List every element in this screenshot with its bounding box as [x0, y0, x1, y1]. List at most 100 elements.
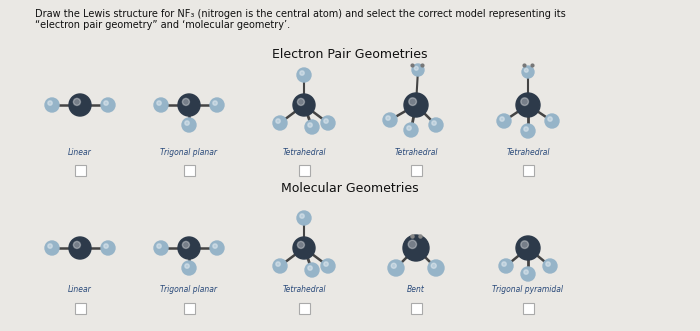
- Circle shape: [305, 263, 319, 277]
- Circle shape: [499, 259, 513, 273]
- Text: Trigonal planar: Trigonal planar: [160, 285, 218, 294]
- Bar: [74, 165, 85, 175]
- Circle shape: [273, 259, 287, 273]
- Circle shape: [178, 94, 200, 116]
- Circle shape: [298, 241, 304, 249]
- Circle shape: [104, 244, 108, 248]
- Text: Trigonal planar: Trigonal planar: [160, 148, 218, 157]
- Circle shape: [408, 240, 416, 249]
- Circle shape: [213, 244, 217, 248]
- Circle shape: [300, 71, 304, 75]
- Circle shape: [293, 94, 315, 116]
- Circle shape: [543, 259, 557, 273]
- Circle shape: [407, 126, 412, 130]
- Bar: [522, 165, 533, 175]
- Circle shape: [183, 241, 190, 249]
- Circle shape: [101, 241, 115, 255]
- Text: Electron Pair Geometries: Electron Pair Geometries: [272, 48, 428, 61]
- Circle shape: [524, 270, 528, 274]
- Circle shape: [321, 259, 335, 273]
- Circle shape: [404, 93, 428, 117]
- Circle shape: [157, 101, 161, 105]
- Text: Tetrahedral: Tetrahedral: [282, 148, 326, 157]
- Circle shape: [521, 267, 535, 281]
- Circle shape: [516, 236, 540, 260]
- Text: “electron pair geometry” and ‘molecular geometry’.: “electron pair geometry” and ‘molecular …: [35, 20, 290, 30]
- Circle shape: [300, 214, 304, 218]
- Circle shape: [545, 114, 559, 128]
- Circle shape: [182, 261, 196, 275]
- Bar: [410, 165, 421, 175]
- Circle shape: [74, 98, 80, 106]
- Text: Tetrahedral: Tetrahedral: [282, 285, 326, 294]
- Circle shape: [45, 241, 59, 255]
- Circle shape: [524, 69, 528, 72]
- Circle shape: [178, 237, 200, 259]
- Circle shape: [404, 123, 418, 137]
- Circle shape: [104, 101, 108, 105]
- Circle shape: [412, 64, 424, 76]
- Text: Draw the Lewis structure for NF₃ (nitrogen is the central atom) and select the c: Draw the Lewis structure for NF₃ (nitrog…: [35, 9, 566, 19]
- Circle shape: [414, 67, 418, 70]
- Bar: [183, 303, 195, 313]
- Circle shape: [157, 244, 161, 248]
- Circle shape: [45, 98, 59, 112]
- Circle shape: [429, 118, 443, 132]
- Circle shape: [297, 211, 311, 225]
- Circle shape: [548, 117, 552, 121]
- Circle shape: [185, 121, 189, 125]
- Text: Linear: Linear: [68, 285, 92, 294]
- Circle shape: [213, 101, 217, 105]
- Circle shape: [391, 263, 396, 268]
- Circle shape: [308, 266, 312, 270]
- Circle shape: [324, 262, 328, 266]
- Circle shape: [308, 123, 312, 127]
- Circle shape: [403, 235, 429, 261]
- Text: Molecular Geometries: Molecular Geometries: [281, 182, 419, 195]
- Bar: [522, 303, 533, 313]
- Circle shape: [324, 119, 328, 123]
- Circle shape: [521, 124, 535, 138]
- Circle shape: [210, 98, 224, 112]
- Text: Tetrahedral: Tetrahedral: [506, 148, 550, 157]
- Circle shape: [409, 98, 416, 106]
- Circle shape: [521, 98, 528, 106]
- Text: Linear: Linear: [68, 148, 92, 157]
- Circle shape: [273, 116, 287, 130]
- Circle shape: [69, 237, 91, 259]
- Circle shape: [298, 98, 304, 106]
- Circle shape: [321, 116, 335, 130]
- Circle shape: [522, 66, 534, 78]
- Circle shape: [74, 241, 80, 249]
- Bar: [298, 165, 309, 175]
- Text: Tetrahedral: Tetrahedral: [394, 148, 438, 157]
- Circle shape: [276, 262, 280, 266]
- Circle shape: [154, 241, 168, 255]
- Circle shape: [431, 263, 436, 268]
- Circle shape: [516, 93, 540, 117]
- Bar: [298, 303, 309, 313]
- Circle shape: [524, 127, 528, 131]
- Circle shape: [383, 113, 397, 127]
- Circle shape: [497, 114, 511, 128]
- Bar: [183, 165, 195, 175]
- Circle shape: [154, 98, 168, 112]
- Circle shape: [502, 262, 506, 266]
- Circle shape: [48, 244, 52, 248]
- Circle shape: [101, 98, 115, 112]
- Circle shape: [185, 264, 189, 268]
- Circle shape: [48, 101, 52, 105]
- Circle shape: [546, 262, 550, 266]
- Circle shape: [305, 120, 319, 134]
- Circle shape: [183, 98, 190, 106]
- Text: Bent: Bent: [407, 285, 425, 294]
- Circle shape: [276, 119, 280, 123]
- Bar: [74, 303, 85, 313]
- Bar: [410, 303, 421, 313]
- Text: Trigonal pyramidal: Trigonal pyramidal: [493, 285, 564, 294]
- Circle shape: [182, 118, 196, 132]
- Circle shape: [386, 116, 391, 120]
- Circle shape: [388, 260, 404, 276]
- Circle shape: [293, 237, 315, 259]
- Circle shape: [432, 121, 436, 125]
